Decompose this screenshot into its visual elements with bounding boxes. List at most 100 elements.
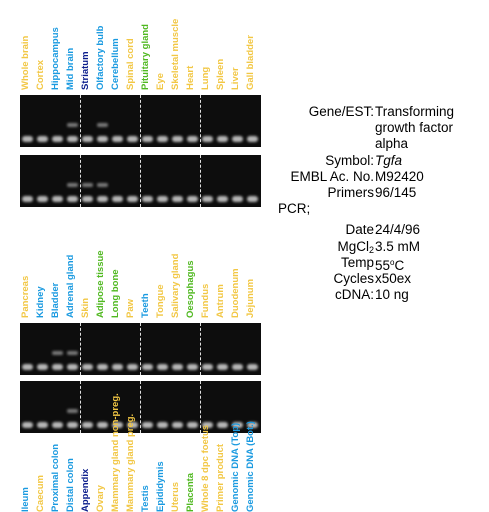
lane-label-text: Hippocampus xyxy=(50,27,61,90)
lane-label: Whole 8 dpc foetus xyxy=(200,412,215,512)
gel-band xyxy=(232,364,243,370)
lane-label: Antrum xyxy=(215,218,230,318)
lane-label: Lung xyxy=(200,0,215,90)
lane-label-text: Bladder xyxy=(50,282,61,318)
gel-band xyxy=(202,422,213,428)
lane-label: Mammary gland non-preg. xyxy=(110,393,125,512)
lane-label-text: Epididymis xyxy=(155,461,166,512)
gel-band xyxy=(67,422,78,428)
gel-band xyxy=(187,136,198,142)
gel-band xyxy=(172,422,183,428)
lane-group-divider xyxy=(140,381,141,433)
lane-label-text: Mammary gland preg. xyxy=(125,413,136,512)
lane-label: Cerebellum xyxy=(110,0,125,90)
lane-label: Skin xyxy=(80,218,95,318)
gel-band xyxy=(127,196,138,202)
lane-label: Paw xyxy=(125,218,140,318)
cdna-label: cDNA: xyxy=(334,287,374,303)
lane-label-text: Genomic DNA (Top) xyxy=(230,422,241,512)
lane-labels-panel-1: Whole brain Cortex Hippocampus Mid brain Str… xyxy=(20,0,261,90)
gel-band-faint xyxy=(97,123,108,127)
lane-label: Striatum xyxy=(80,0,95,90)
gel-band xyxy=(157,422,168,428)
gel-band xyxy=(172,364,183,370)
gel-band xyxy=(37,422,48,428)
mgcl-row: MgCl2 3.5 mM xyxy=(278,239,478,255)
symbol-row: Symbol: Tgfa xyxy=(278,153,478,169)
gel-band xyxy=(232,422,243,428)
lane-label-text: Placenta xyxy=(185,472,196,512)
lane-label-text: Cerebellum xyxy=(110,38,121,90)
lane-label-text: Proximal colon xyxy=(50,443,61,512)
embl-value: M92420 xyxy=(375,168,424,184)
gel-band xyxy=(112,196,123,202)
gel-band xyxy=(97,364,108,370)
lane-label-text: Pancreas xyxy=(20,275,31,318)
lane-group-divider xyxy=(140,95,141,147)
lane-labels-panel-2: Pancreas Kidney Bladder Adrenal gland Skin Ad… xyxy=(20,218,261,318)
lane-labels-panel-3: Ileum Caecum Proximal colon Distal colon App… xyxy=(20,393,261,512)
lane-label: Uterus xyxy=(170,412,185,512)
lane-label-text: Fundus xyxy=(200,283,211,318)
lane-label-text: Pituitary gland xyxy=(140,24,151,90)
lane-group-divider xyxy=(200,155,201,207)
gel-band xyxy=(142,364,153,370)
temp-unit: C xyxy=(394,257,405,273)
temp-label: Temp xyxy=(340,254,374,270)
lane-label: Long bone xyxy=(110,218,125,318)
lane-label-text: Striatum xyxy=(80,51,91,90)
lane-label: Adrenal gland xyxy=(65,218,80,318)
lane-label: Epididymis xyxy=(155,412,170,512)
lane-label-text: Paw xyxy=(125,298,136,318)
symbol-value: Tgfa xyxy=(375,152,403,168)
lane-label-text: Testis xyxy=(140,485,151,512)
lane-label-text: Eye xyxy=(155,73,166,90)
gel-band xyxy=(217,364,228,370)
gel-band xyxy=(127,136,138,142)
pcr-label: PCR; xyxy=(278,201,311,217)
lane-label-text: Skeletal muscle xyxy=(170,18,181,90)
gel-band-faint xyxy=(97,183,108,187)
gel-band xyxy=(22,364,33,370)
gel-band xyxy=(217,136,228,142)
gel-image-panel-2-top xyxy=(20,323,261,375)
gel-band xyxy=(112,136,123,142)
mgcl-label-text: MgCl xyxy=(337,238,369,254)
lane-label-text: Uterus xyxy=(170,481,181,512)
lane-label: Appendix xyxy=(80,412,95,512)
primers-value: 96/145 xyxy=(375,184,417,200)
gel-band-faint xyxy=(82,183,93,187)
gel-band xyxy=(157,136,168,142)
gene-row: Gene/EST: Transforming xyxy=(278,104,478,120)
symbol-label: Symbol: xyxy=(325,152,374,168)
lane-label: Adipose tissue xyxy=(95,218,110,318)
lane-label-text: Salivary gland xyxy=(170,253,181,318)
gel-band xyxy=(22,136,33,142)
gel-band xyxy=(67,364,78,370)
gel-band xyxy=(127,422,138,428)
lane-label: Salivary gland xyxy=(170,218,185,318)
lane-group-divider xyxy=(80,155,81,207)
primers-label: Primers xyxy=(327,184,375,200)
lane-label: Kidney xyxy=(35,218,50,318)
gel-band xyxy=(97,196,108,202)
gel-band xyxy=(142,196,153,202)
gel-band-faint xyxy=(67,123,78,127)
lane-label: Tongue xyxy=(155,218,170,318)
lane-label: Ileum xyxy=(20,412,35,512)
temp-degree: o xyxy=(390,257,395,267)
lane-label-text: Distal colon xyxy=(65,458,76,512)
lane-label: Pancreas xyxy=(20,218,35,318)
date-value: 24/4/96 xyxy=(375,222,421,238)
gel-band xyxy=(82,422,93,428)
lane-label-text: Liver xyxy=(230,67,241,90)
cycles-value: x50ex xyxy=(375,270,412,286)
lane-label: Caecum xyxy=(35,412,50,512)
gel-band-faint xyxy=(67,409,78,413)
lane-label-text: Spleen xyxy=(215,58,226,90)
gel-band xyxy=(187,196,198,202)
gel-band xyxy=(232,136,243,142)
lane-label: Hippocampus xyxy=(50,0,65,90)
lane-label: Mammary gland preg. xyxy=(125,412,140,512)
lane-label: Fundus xyxy=(200,218,215,318)
